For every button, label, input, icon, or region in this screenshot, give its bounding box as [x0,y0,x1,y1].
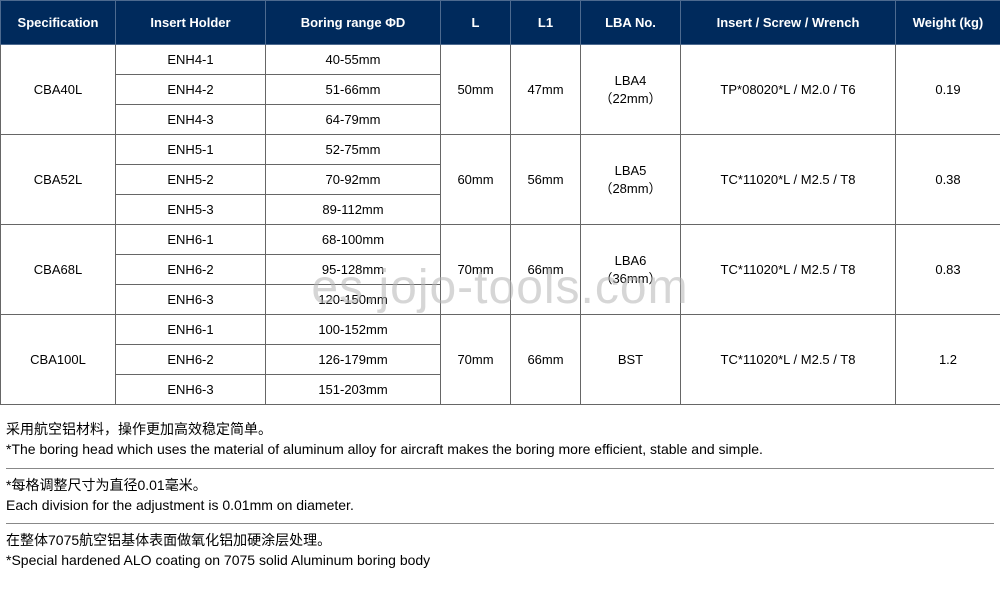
cell-lba: LBA4（22mm） [581,45,681,135]
notes-section: 采用航空铝材料，操作更加高效稳定简单。*The boring head whic… [0,405,1000,583]
cell-lba: LBA5（28mm） [581,135,681,225]
note-en: Each division for the adjustment is 0.01… [6,495,994,515]
col-header-l: L [441,1,511,45]
cell-isw: TP*08020*L / M2.0 / T6 [681,45,896,135]
cell-holder: ENH5-2 [116,165,266,195]
table-header-row: Specification Insert Holder Boring range… [1,1,1000,45]
cell-range: 95-128mm [266,255,441,285]
cell-range: 100-152mm [266,315,441,345]
note-cn: 采用航空铝材料，操作更加高效稳定简单。 [6,419,994,439]
cell-isw: TC*11020*L / M2.5 / T8 [681,135,896,225]
cell-spec: CBA52L [1,135,116,225]
cell-range: 70-92mm [266,165,441,195]
note-en: *Special hardened ALO coating on 7075 so… [6,550,994,570]
cell-holder: ENH6-1 [116,225,266,255]
cell-lba: LBA6（36mm） [581,225,681,315]
col-header-holder: Insert Holder [116,1,266,45]
cell-lba-line2: （28mm） [587,178,674,197]
note-block: *每格调整尺寸为直径0.01毫米。Each division for the a… [6,469,994,525]
cell-lba-line2: （22mm） [587,88,674,107]
table-row: CBA40LENH4-140-55mm50mm47mmLBA4（22mm）TP*… [1,45,1000,75]
cell-lba-line1: LBA4 [587,73,674,88]
cell-lba-line1: LBA6 [587,253,674,268]
table-row: CBA68LENH6-168-100mm70mm66mmLBA6（36mm）TC… [1,225,1000,255]
cell-holder: ENH6-3 [116,375,266,405]
cell-lba: BST [581,315,681,405]
cell-l: 70mm [441,225,511,315]
col-header-weight: Weight (kg) [896,1,1000,45]
cell-l1: 56mm [511,135,581,225]
cell-range: 52-75mm [266,135,441,165]
cell-lba-line1: BST [587,352,674,367]
cell-l: 50mm [441,45,511,135]
table-row: CBA52LENH5-152-75mm60mm56mmLBA5（28mm）TC*… [1,135,1000,165]
cell-holder: ENH4-2 [116,75,266,105]
cell-lba-line1: LBA5 [587,163,674,178]
note-block: 采用航空铝材料，操作更加高效稳定简单。*The boring head whic… [6,413,994,469]
cell-spec: CBA40L [1,45,116,135]
cell-weight: 1.2 [896,315,1000,405]
cell-isw: TC*11020*L / M2.5 / T8 [681,225,896,315]
note-cn: *每格调整尺寸为直径0.01毫米。 [6,475,994,495]
note-block: 在整体7075航空铝基体表面做氧化铝加硬涂层处理。*Special harden… [6,524,994,579]
spec-table: Specification Insert Holder Boring range… [0,0,1000,405]
cell-holder: ENH6-2 [116,345,266,375]
cell-range: 89-112mm [266,195,441,225]
col-header-isw: Insert / Screw / Wrench [681,1,896,45]
col-header-l1: L1 [511,1,581,45]
cell-spec: CBA100L [1,315,116,405]
cell-l1: 47mm [511,45,581,135]
note-cn: 在整体7075航空铝基体表面做氧化铝加硬涂层处理。 [6,530,994,550]
cell-spec: CBA68L [1,225,116,315]
cell-range: 151-203mm [266,375,441,405]
col-header-lba: LBA No. [581,1,681,45]
cell-holder: ENH6-2 [116,255,266,285]
cell-l1: 66mm [511,225,581,315]
table-row: CBA100LENH6-1100-152mm70mm66mmBSTTC*1102… [1,315,1000,345]
cell-weight: 0.83 [896,225,1000,315]
cell-holder: ENH6-3 [116,285,266,315]
table-body: CBA40LENH4-140-55mm50mm47mmLBA4（22mm）TP*… [1,45,1000,405]
cell-l: 70mm [441,315,511,405]
cell-range: 120-150mm [266,285,441,315]
cell-isw: TC*11020*L / M2.5 / T8 [681,315,896,405]
cell-range: 68-100mm [266,225,441,255]
cell-holder: ENH4-1 [116,45,266,75]
cell-holder: ENH5-1 [116,135,266,165]
cell-weight: 0.38 [896,135,1000,225]
cell-range: 64-79mm [266,105,441,135]
cell-l: 60mm [441,135,511,225]
note-en: *The boring head which uses the material… [6,439,994,459]
cell-holder: ENH6-1 [116,315,266,345]
col-header-range: Boring range ΦD [266,1,441,45]
cell-range: 40-55mm [266,45,441,75]
cell-l1: 66mm [511,315,581,405]
cell-range: 51-66mm [266,75,441,105]
cell-holder: ENH5-3 [116,195,266,225]
cell-lba-line2: （36mm） [587,268,674,287]
cell-weight: 0.19 [896,45,1000,135]
cell-range: 126-179mm [266,345,441,375]
col-header-spec: Specification [1,1,116,45]
cell-holder: ENH4-3 [116,105,266,135]
